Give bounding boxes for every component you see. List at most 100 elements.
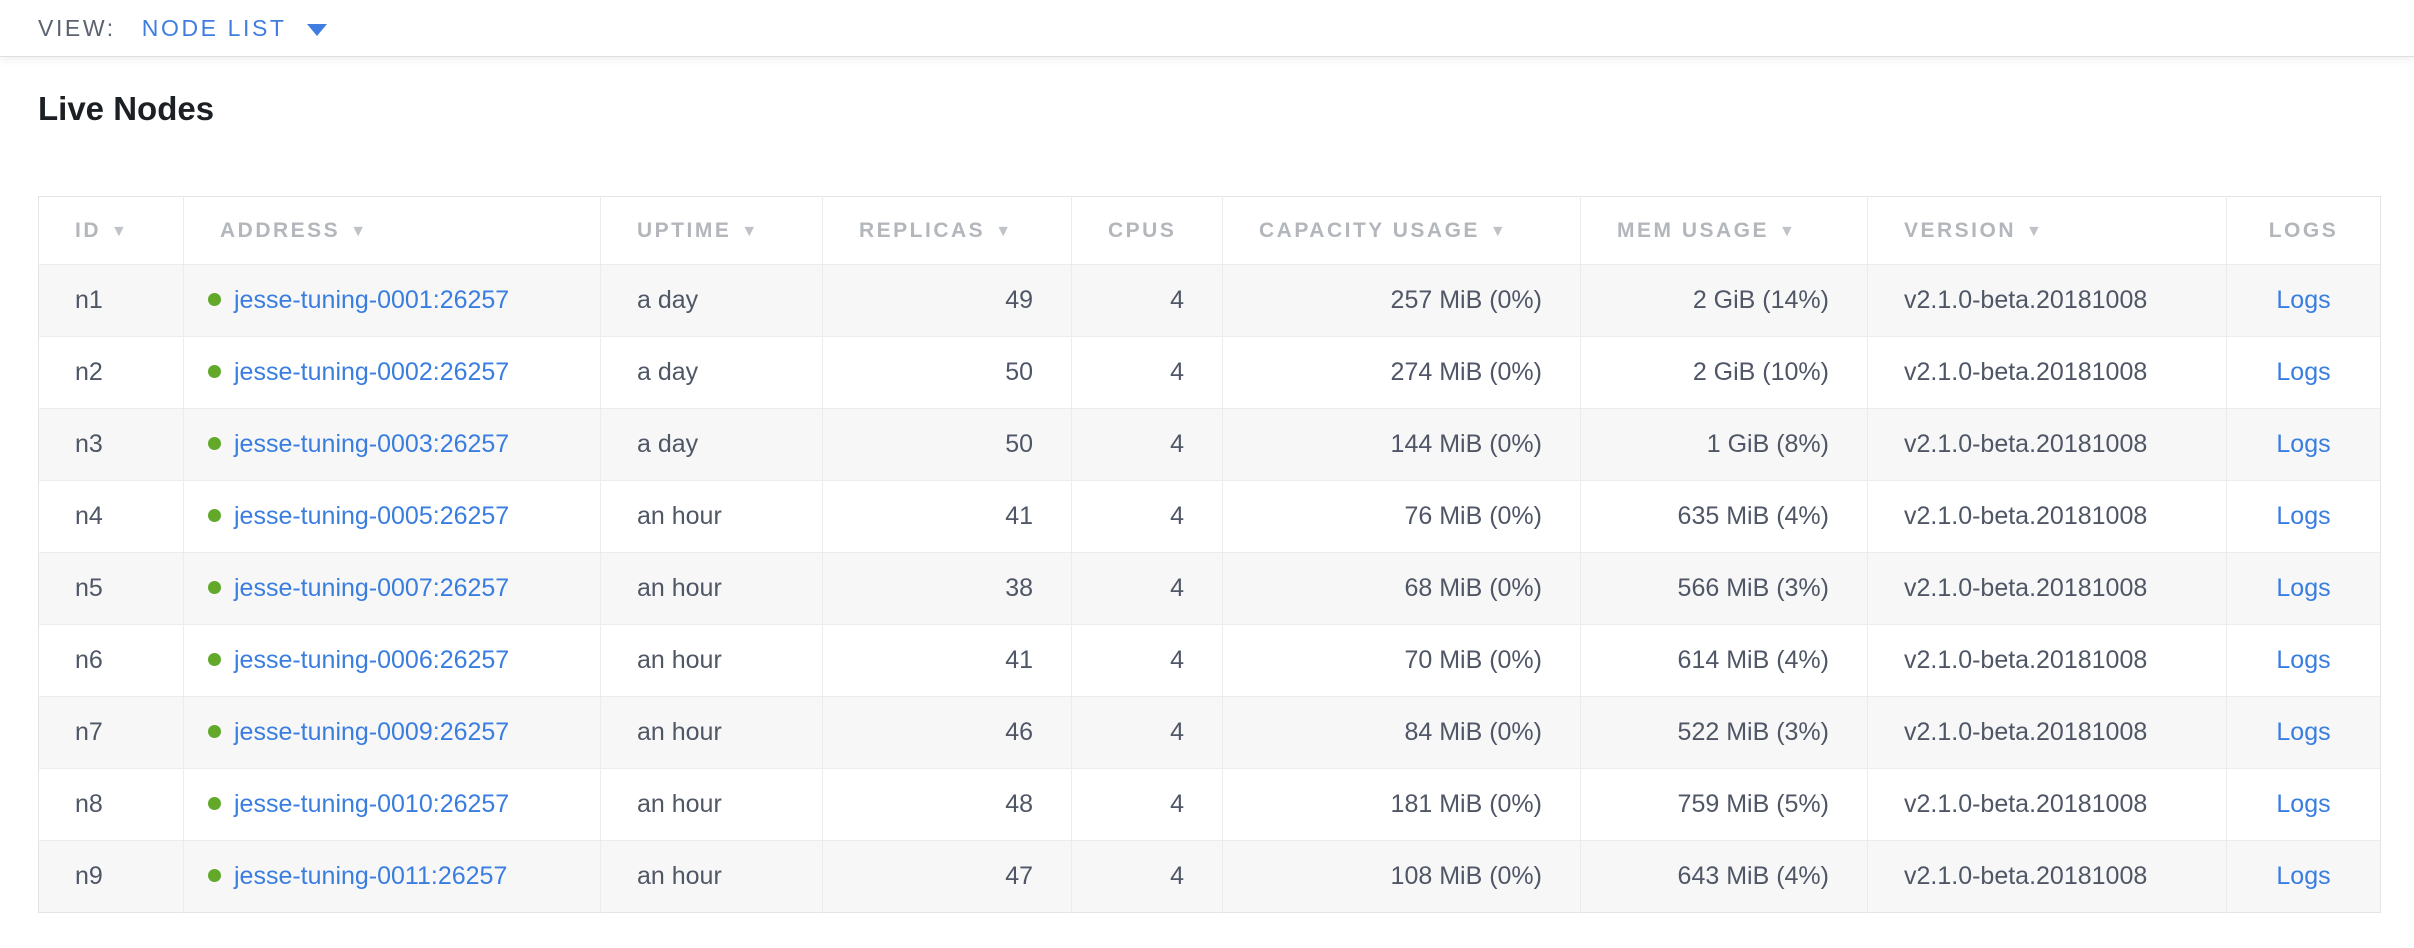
cell-mem: 1 GiB (8%) — [1580, 408, 1868, 481]
node-logs-link[interactable]: Logs — [2276, 790, 2331, 818]
column-label-version: VERSION — [1904, 218, 2017, 242]
column-label-replicas: REPLICAS — [859, 218, 986, 242]
column-header-address[interactable]: ADDRESS ▼ — [183, 196, 601, 265]
table-body: n1 jesse-tuning-0001:26257 a day 49 4 257 MiB… — [38, 264, 2381, 913]
node-address-link[interactable]: jesse-tuning-0010:26257 — [234, 790, 510, 818]
cell-address: jesse-tuning-0006:26257 — [183, 624, 601, 697]
node-address-link[interactable]: jesse-tuning-0007:26257 — [234, 574, 510, 602]
column-header-mem[interactable]: MEM USAGE ▼ — [1580, 196, 1868, 265]
column-label-cpus: CPUS — [1108, 218, 1177, 242]
cell-mem: 635 MiB (4%) — [1580, 480, 1868, 553]
node-row-n3: n3 jesse-tuning-0003:26257 a day 50 4 144 MiB… — [38, 408, 2381, 481]
cell-cpus: 4 — [1071, 696, 1223, 769]
cell-id: n9 — [38, 840, 184, 913]
cell-logs: Logs — [2226, 480, 2381, 553]
column-label-id: ID — [75, 218, 101, 242]
cell-version: v2.1.0-beta.20181008 — [1867, 696, 2227, 769]
column-header-uptime[interactable]: UPTIME ▼ — [600, 196, 823, 265]
node-live-status-icon — [208, 365, 221, 378]
cell-capacity: 76 MiB (0%) — [1222, 480, 1581, 553]
column-label-mem: MEM USAGE — [1617, 218, 1770, 242]
cell-capacity: 181 MiB (0%) — [1222, 768, 1581, 841]
cell-cpus: 4 — [1071, 840, 1223, 913]
node-logs-link[interactable]: Logs — [2276, 430, 2331, 458]
node-row-n8: n8 jesse-tuning-0010:26257 an hour 48 4 181 M… — [38, 768, 2381, 841]
node-live-status-icon — [208, 725, 221, 738]
page-title: Live Nodes — [38, 90, 215, 127]
node-row-n7: n7 jesse-tuning-0009:26257 an hour 46 4 84 Mi… — [38, 696, 2381, 769]
cell-replicas: 50 — [822, 408, 1072, 481]
cell-cpus: 4 — [1071, 264, 1223, 337]
column-header-replicas[interactable]: REPLICAS ▼ — [822, 196, 1072, 265]
node-address-link[interactable]: jesse-tuning-0001:26257 — [234, 286, 510, 314]
column-header-version[interactable]: VERSION ▼ — [1867, 196, 2227, 265]
cell-uptime: a day — [600, 408, 823, 481]
node-logs-link[interactable]: Logs — [2276, 358, 2331, 386]
cell-address: jesse-tuning-0007:26257 — [183, 552, 601, 625]
cell-capacity: 274 MiB (0%) — [1222, 336, 1581, 409]
column-header-capacity[interactable]: CAPACITY USAGE ▼ — [1222, 196, 1581, 265]
cell-id: n4 — [38, 480, 184, 553]
live-nodes-table: ID ▼ ADDRESS ▼ UPTIME ▼ REPLICAS ▼ CPUS CAPACITY … — [38, 196, 2381, 913]
cell-logs: Logs — [2226, 696, 2381, 769]
view-selector-dropdown[interactable]: NODE LIST — [142, 15, 327, 42]
cell-version: v2.1.0-beta.20181008 — [1867, 336, 2227, 409]
node-live-status-icon — [208, 581, 221, 594]
column-header-id[interactable]: ID ▼ — [38, 196, 184, 265]
cell-capacity: 108 MiB (0%) — [1222, 840, 1581, 913]
cell-address: jesse-tuning-0003:26257 — [183, 408, 601, 481]
cell-replicas: 41 — [822, 480, 1072, 553]
column-header-cpus: CPUS — [1071, 196, 1223, 265]
node-address-link[interactable]: jesse-tuning-0009:26257 — [234, 718, 510, 746]
cell-uptime: an hour — [600, 624, 823, 697]
cell-cpus: 4 — [1071, 480, 1223, 553]
cell-capacity: 70 MiB (0%) — [1222, 624, 1581, 697]
node-address-link[interactable]: jesse-tuning-0005:26257 — [234, 502, 510, 530]
node-logs-link[interactable]: Logs — [2276, 574, 2331, 602]
cell-version: v2.1.0-beta.20181008 — [1867, 624, 2227, 697]
cell-cpus: 4 — [1071, 768, 1223, 841]
cell-id: n7 — [38, 696, 184, 769]
cell-logs: Logs — [2226, 336, 2381, 409]
cell-id: n5 — [38, 552, 184, 625]
node-address-link[interactable]: jesse-tuning-0002:26257 — [234, 358, 510, 386]
node-logs-link[interactable]: Logs — [2276, 502, 2331, 530]
column-label-capacity: CAPACITY USAGE — [1259, 218, 1480, 242]
sort-desc-icon: ▼ — [350, 222, 369, 240]
cell-capacity: 84 MiB (0%) — [1222, 696, 1581, 769]
cell-uptime: an hour — [600, 552, 823, 625]
cell-replicas: 41 — [822, 624, 1072, 697]
cell-mem: 2 GiB (14%) — [1580, 264, 1868, 337]
node-live-status-icon — [208, 797, 221, 810]
cell-address: jesse-tuning-0002:26257 — [183, 336, 601, 409]
cell-version: v2.1.0-beta.20181008 — [1867, 264, 2227, 337]
cell-address: jesse-tuning-0011:26257 — [183, 840, 601, 913]
cell-logs: Logs — [2226, 264, 2381, 337]
cell-logs: Logs — [2226, 840, 2381, 913]
node-logs-link[interactable]: Logs — [2276, 718, 2331, 746]
node-address-link[interactable]: jesse-tuning-0011:26257 — [234, 862, 508, 890]
column-header-logs: LOGS — [2226, 196, 2381, 265]
cell-replicas: 47 — [822, 840, 1072, 913]
node-logs-link[interactable]: Logs — [2276, 862, 2331, 890]
cell-address: jesse-tuning-0009:26257 — [183, 696, 601, 769]
node-logs-link[interactable]: Logs — [2276, 646, 2331, 674]
cell-version: v2.1.0-beta.20181008 — [1867, 408, 2227, 481]
sort-desc-icon: ▼ — [1489, 222, 1509, 240]
node-address-link[interactable]: jesse-tuning-0006:26257 — [234, 646, 510, 674]
node-row-n4: n4 jesse-tuning-0005:26257 an hour 41 4 76 Mi… — [38, 480, 2381, 553]
cell-logs: Logs — [2226, 552, 2381, 625]
cell-address: jesse-tuning-0010:26257 — [183, 768, 601, 841]
cell-uptime: an hour — [600, 696, 823, 769]
cell-id: n1 — [38, 264, 184, 337]
cell-logs: Logs — [2226, 768, 2381, 841]
view-selector-bar: VIEW: NODE LIST — [0, 0, 2414, 57]
cell-cpus: 4 — [1071, 552, 1223, 625]
view-label: VIEW: — [38, 14, 116, 41]
cell-uptime: an hour — [600, 768, 823, 841]
node-address-link[interactable]: jesse-tuning-0003:26257 — [234, 430, 510, 458]
cell-mem: 614 MiB (4%) — [1580, 624, 1868, 697]
cell-uptime: a day — [600, 336, 823, 409]
node-logs-link[interactable]: Logs — [2276, 286, 2331, 314]
cell-replicas: 48 — [822, 768, 1072, 841]
